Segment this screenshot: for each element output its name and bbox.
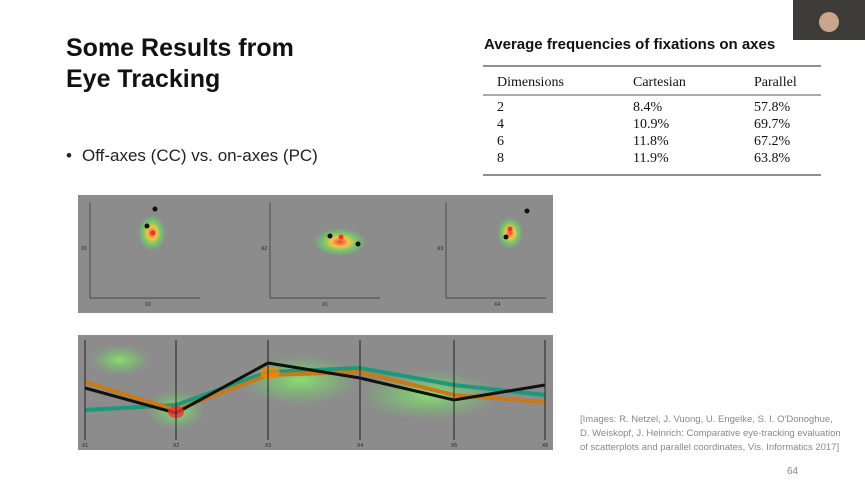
axis-label: X4	[494, 302, 500, 308]
axis-label: X2	[145, 302, 151, 308]
title-line: Some Results from	[66, 34, 294, 62]
title-line: Eye Tracking	[66, 65, 220, 93]
citation: D. Weiskopf, J. Heinrich: Comparative ey…	[580, 428, 841, 439]
axis-label: X1	[322, 302, 328, 308]
axis-label: X6	[542, 443, 548, 449]
webcam-face	[819, 12, 839, 32]
page-number: 64	[787, 466, 799, 477]
bullet: Off-axes (CC) vs. on-axes (PC)	[82, 146, 318, 165]
table-cell: 2	[497, 100, 504, 115]
citation: [Images: R. Netzel, J. Vuong, U. Engelke…	[580, 414, 833, 425]
table-cell: 10.9%	[633, 117, 670, 132]
axis-label: X2	[173, 443, 179, 449]
axis-label: X4	[357, 443, 363, 449]
axis-label: X1	[82, 443, 88, 449]
citation: of scatterplots and parallel coordinates…	[580, 442, 839, 453]
axis-label: X1	[81, 246, 87, 252]
table-cell: 8.4%	[633, 100, 663, 115]
parallel-figure: X1 X2 X3 X4 X5 X6	[78, 335, 553, 450]
table-cell: 11.9%	[633, 151, 669, 166]
table-cell: 57.8%	[754, 100, 791, 115]
table-cell: 6	[497, 134, 504, 149]
table-cell: 67.2%	[754, 134, 791, 149]
table-header: Cartesian	[633, 75, 686, 90]
table-header: Dimensions	[497, 75, 564, 90]
table-cell: 63.8%	[754, 151, 791, 166]
axis-label: X2	[261, 246, 267, 252]
table-caption: Average frequencies of fixations on axes	[484, 36, 775, 53]
table-header: Parallel	[754, 75, 797, 90]
table-cell: 4	[497, 117, 504, 132]
axis-label: X3	[265, 443, 271, 449]
axis-label: X3	[437, 246, 443, 252]
axis-label: X5	[451, 443, 457, 449]
scatter-figure: X2 X1 X4 X1 X2 X3	[78, 195, 553, 313]
table-cell: 8	[497, 151, 504, 166]
table: Dimensions Cartesian Parallel 2 8.4% 57.8% 4 10…	[483, 65, 821, 176]
table-cell: 11.8%	[633, 134, 669, 149]
table-cell: 69.7%	[754, 117, 791, 132]
bullet-marker: •	[66, 146, 72, 165]
